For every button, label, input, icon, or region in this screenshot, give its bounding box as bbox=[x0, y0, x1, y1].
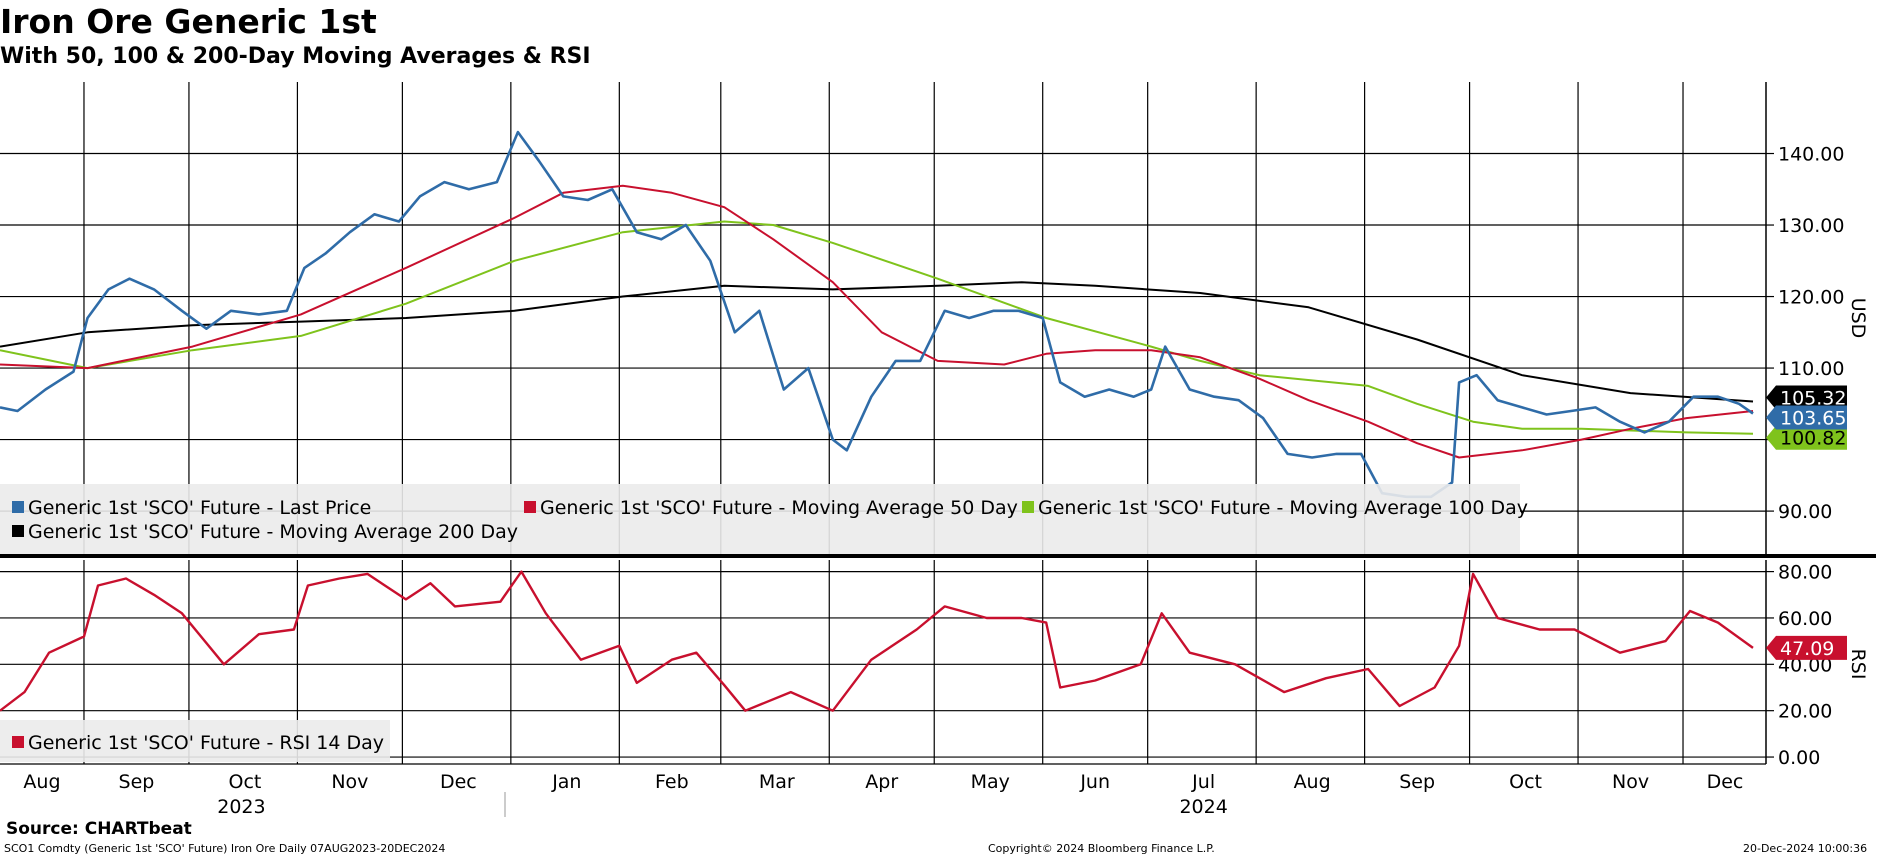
rsi-legend-swatch bbox=[12, 736, 24, 748]
last-value-price: 103.65 bbox=[1780, 407, 1846, 429]
legend-box bbox=[0, 484, 1520, 554]
legend-label: Generic 1st 'SCO' Future - Moving Averag… bbox=[540, 497, 1018, 519]
legend-swatch bbox=[12, 501, 24, 513]
last-value-ma200-bg bbox=[1766, 385, 1847, 410]
x-tick-label: Aug bbox=[1294, 771, 1331, 793]
x-tick-label: Nov bbox=[1612, 771, 1649, 793]
chart-title: Iron Ore Generic 1st bbox=[0, 2, 377, 41]
rsi-y-tick-label: 60.00 bbox=[1778, 608, 1832, 630]
y-axis-title: USD bbox=[1847, 298, 1869, 339]
x-tick-label: Jun bbox=[1079, 771, 1110, 793]
series-ma100-line bbox=[0, 220, 1754, 435]
last-value-ma100-bg bbox=[1766, 425, 1847, 450]
copyright-text: Copyright© 2024 Bloomberg Finance L.P. bbox=[988, 842, 1215, 855]
legend-swatch bbox=[1022, 501, 1034, 513]
x-tick-label: Sep bbox=[119, 771, 155, 793]
chart-subtitle: With 50, 100 & 200-Day Moving Averages &… bbox=[0, 44, 591, 69]
series-ma50-line bbox=[0, 184, 1754, 459]
rsi-y-tick-label: 20.00 bbox=[1778, 701, 1832, 723]
y-tick-label: 110.00 bbox=[1778, 358, 1844, 380]
series-ma200-line bbox=[0, 281, 1754, 403]
x-tick-label: Dec bbox=[1707, 771, 1744, 793]
y-tick-label: 130.00 bbox=[1778, 215, 1844, 237]
last-value-rsi: 47.09 bbox=[1780, 638, 1834, 660]
year-label: 2024 bbox=[1179, 796, 1227, 818]
x-tick-label: Jan bbox=[551, 771, 581, 793]
x-tick-label: Dec bbox=[440, 771, 477, 793]
source-label: Source: CHARTbeat bbox=[6, 819, 192, 839]
legend-label: Generic 1st 'SCO' Future - Moving Averag… bbox=[1038, 497, 1528, 519]
y-tick-label: 120.00 bbox=[1778, 287, 1844, 309]
last-value-ma200: 105.32 bbox=[1780, 388, 1846, 410]
last-value-price-bg bbox=[1766, 405, 1847, 430]
year-label: 2023 bbox=[217, 796, 265, 818]
x-tick-label: Aug bbox=[23, 771, 60, 793]
series-last-price-line bbox=[0, 130, 1754, 499]
last-value-rsi-bg bbox=[1766, 635, 1847, 660]
legend-swatch bbox=[524, 501, 536, 513]
x-tick-label: Feb bbox=[655, 771, 689, 793]
rsi-y-axis-title: RSI bbox=[1847, 649, 1869, 680]
x-tick-label: Nov bbox=[331, 771, 368, 793]
x-tick-label: Apr bbox=[865, 771, 898, 793]
series-rsi-line bbox=[0, 570, 1754, 712]
legend-label: Generic 1st 'SCO' Future - Moving Averag… bbox=[28, 521, 518, 543]
ticker-info: SCO1 Comdty (Generic 1st 'SCO' Future) I… bbox=[4, 842, 446, 855]
timestamp-text: 20-Dec-2024 10:00:36 bbox=[1743, 842, 1868, 855]
x-tick-label: Mar bbox=[759, 771, 795, 793]
rsi-y-tick-label: 0.00 bbox=[1778, 747, 1820, 769]
last-value-ma100: 100.82 bbox=[1780, 428, 1846, 450]
legend-label: Generic 1st 'SCO' Future - Last Price bbox=[28, 497, 371, 519]
x-tick-label: Sep bbox=[1399, 771, 1435, 793]
x-tick-label: Jul bbox=[1191, 771, 1215, 793]
legend-swatch bbox=[12, 525, 24, 537]
x-tick-label: May bbox=[971, 771, 1010, 793]
x-tick-label: Oct bbox=[1509, 771, 1542, 793]
y-tick-label: 90.00 bbox=[1778, 501, 1832, 523]
y-tick-label: 140.00 bbox=[1778, 144, 1844, 166]
x-tick-label: Oct bbox=[229, 771, 262, 793]
rsi-legend-box bbox=[0, 720, 390, 762]
rsi-y-tick-label: 80.00 bbox=[1778, 562, 1832, 584]
rsi-legend-label: Generic 1st 'SCO' Future - RSI 14 Day bbox=[28, 732, 384, 754]
